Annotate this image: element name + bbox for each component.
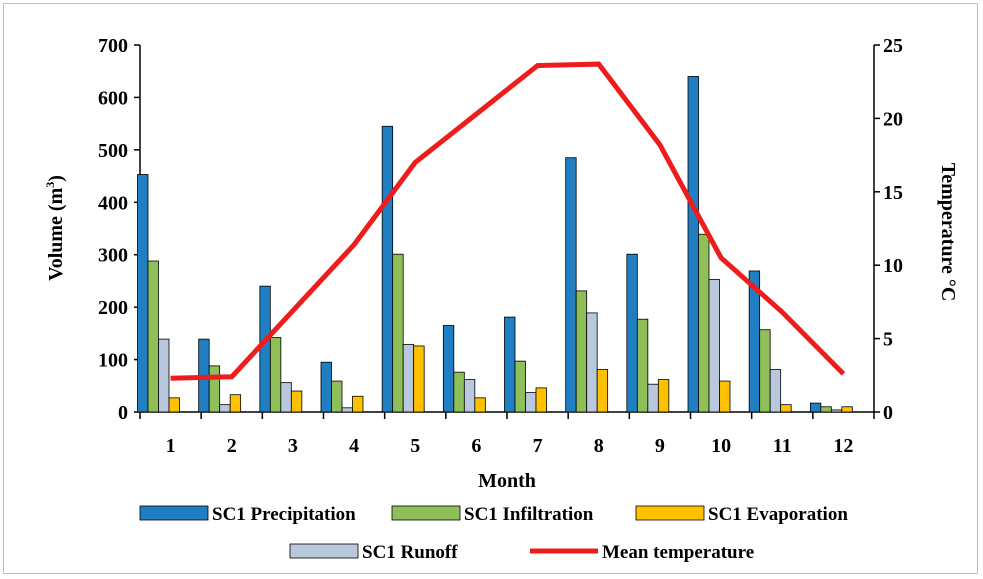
temperature-line xyxy=(170,61,846,381)
bar-sc1-infiltration xyxy=(759,329,771,413)
y-tick-label: 0 xyxy=(118,402,128,424)
bar-sc1-precipitation xyxy=(442,325,455,413)
bar-sc1-evaporation xyxy=(474,397,486,413)
legend-label-sc1-precipitation: SC1 Precipitation xyxy=(212,504,356,525)
legend-label-sc1-evaporation: SC1 Evaporation xyxy=(708,504,848,525)
legend: SC1 Precipitation SC1 Infiltration SC1 Eva… xyxy=(139,504,848,563)
bar-sc1-runoff xyxy=(525,392,537,413)
bar-sc1-evaporation xyxy=(596,369,609,413)
bar-sc1-evaporation xyxy=(841,406,853,413)
legend-label-sc1-infiltration: SC1 Infiltration xyxy=(464,504,594,525)
bar-sc1-runoff xyxy=(647,383,659,413)
x-tick-label: 11 xyxy=(773,435,792,457)
y-tick-label: 600 xyxy=(98,87,128,109)
bar-sc1-evaporation xyxy=(229,394,242,413)
y-right-tick-label: 0 xyxy=(883,402,893,424)
temperature-series-line xyxy=(170,61,846,381)
bar-sc1-infiltration xyxy=(147,260,159,413)
x-tick-label: 6 xyxy=(471,435,481,457)
y-axis-label: Volume (m3) xyxy=(43,175,67,281)
y-tick-label: 700 xyxy=(98,35,128,57)
y-tick-label: 100 xyxy=(98,350,128,372)
legend-swatch-sc1-evaporation xyxy=(635,505,705,521)
bar-sc1-infiltration xyxy=(208,365,221,413)
bar-sc1-precipitation xyxy=(504,316,516,413)
bar-sc1-precipitation xyxy=(809,402,822,413)
bar-sc1-evaporation xyxy=(352,395,364,413)
y-tick-label: 300 xyxy=(98,245,128,267)
bar-sc1-runoff xyxy=(219,404,231,413)
chart-frame xyxy=(3,3,978,574)
legend-swatch-sc1-precipitation xyxy=(139,505,209,521)
y-tick-label: 400 xyxy=(98,192,128,214)
y-tick-label: 200 xyxy=(98,297,128,319)
bar-sc1-precipitation xyxy=(626,253,638,413)
bar-sc1-precipitation xyxy=(687,76,699,413)
bar-sc1-precipitation xyxy=(381,125,394,413)
bar-sc1-runoff xyxy=(830,409,843,413)
bar-sc1-evaporation xyxy=(413,345,425,413)
y-axis-right-label: Temperature °C xyxy=(937,163,959,302)
bar-sc1-runoff xyxy=(158,338,170,413)
bar-sc1-runoff xyxy=(708,278,720,413)
y-axis-label-superscript: 3 xyxy=(43,182,57,188)
bar-sc1-infiltration xyxy=(331,380,343,413)
y-right-tick-label: 20 xyxy=(883,108,903,130)
x-tick-label: 9 xyxy=(655,435,665,457)
y-axis-label-close: ) xyxy=(45,175,67,182)
legend-label-mean-temperature: Mean temperature xyxy=(602,542,754,563)
bar-sc1-runoff xyxy=(586,312,598,413)
bar-sc1-precipitation xyxy=(565,157,577,413)
bar-sc1-runoff xyxy=(769,369,782,413)
x-tick-label: 7 xyxy=(533,435,543,457)
y-right-tick-label: 25 xyxy=(883,35,903,57)
bar-sc1-evaporation xyxy=(168,397,180,413)
bar-sc1-infiltration xyxy=(575,290,588,413)
bar-sc1-infiltration xyxy=(392,253,404,413)
bar-sc1-evaporation xyxy=(719,380,731,413)
x-tick-label: 12 xyxy=(833,435,853,457)
bar-sc1-runoff xyxy=(341,407,353,413)
y-right-tick-label: 5 xyxy=(883,329,893,351)
x-tick-label: 5 xyxy=(410,435,420,457)
bar-sc1-infiltration xyxy=(820,406,832,413)
legend-label-sc1-runoff: SC1 Runoff xyxy=(362,542,458,563)
bar-sc1-evaporation xyxy=(657,379,670,413)
bar-sc1-runoff xyxy=(402,343,415,413)
x-tick-label: 4 xyxy=(349,435,359,457)
y-right-tick-label: 10 xyxy=(883,255,903,277)
bar-sc1-infiltration xyxy=(636,318,649,413)
y-tick-label: 500 xyxy=(98,140,128,162)
x-tick-label: 10 xyxy=(711,435,731,457)
bar-sc1-infiltration xyxy=(514,360,526,413)
bar-sc1-infiltration xyxy=(269,337,282,413)
y-axis-label-main: Volume (m xyxy=(45,187,67,280)
legend-swatch-sc1-runoff xyxy=(289,543,359,559)
bars xyxy=(137,76,853,413)
bar-sc1-runoff xyxy=(280,382,292,413)
legend-swatch-sc1-infiltration xyxy=(391,505,461,521)
bar-sc1-infiltration xyxy=(453,371,465,413)
y-right-tick-label: 15 xyxy=(883,182,903,204)
bar-sc1-infiltration xyxy=(698,233,710,413)
x-tick-label: 3 xyxy=(288,435,298,457)
x-tick-label: 2 xyxy=(227,435,237,457)
x-tick-label: 8 xyxy=(594,435,604,457)
bar-sc1-evaporation xyxy=(780,404,792,413)
bar-sc1-precipitation xyxy=(320,361,332,413)
bar-sc1-precipitation xyxy=(137,174,149,413)
bar-sc1-evaporation xyxy=(290,390,303,413)
x-axis-label: Month xyxy=(478,470,536,492)
x-tick-label: 1 xyxy=(166,435,176,457)
bar-sc1-runoff xyxy=(463,379,476,413)
bar-sc1-precipitation xyxy=(259,285,271,413)
bar-sc1-evaporation xyxy=(535,387,547,413)
